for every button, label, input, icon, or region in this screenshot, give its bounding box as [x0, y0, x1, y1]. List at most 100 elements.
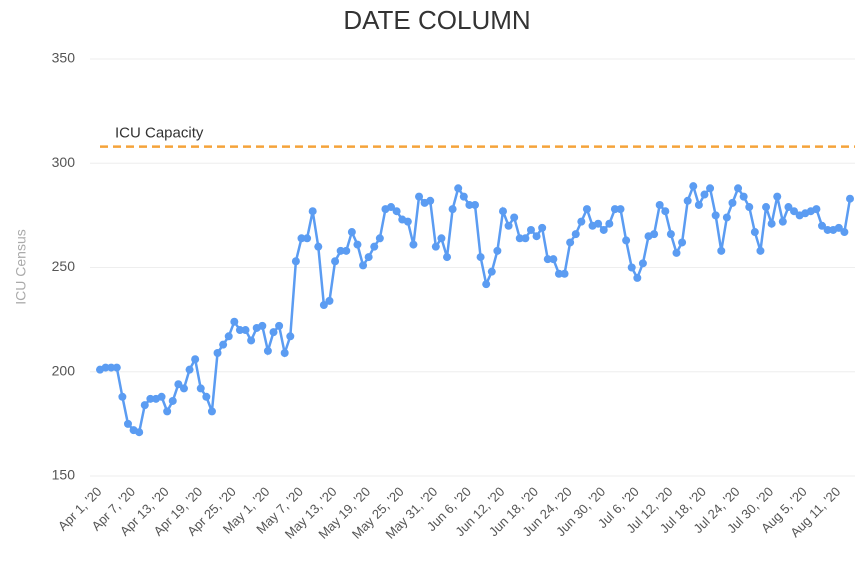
- point: [336, 246, 345, 255]
- point: [275, 321, 284, 330]
- point: [739, 192, 748, 201]
- point: [538, 223, 547, 232]
- point: [610, 205, 619, 214]
- point: [191, 355, 200, 364]
- point: [767, 219, 776, 228]
- point: [291, 257, 300, 266]
- point: [840, 228, 849, 237]
- point: [179, 384, 188, 393]
- point: [750, 228, 759, 237]
- point: [728, 198, 737, 207]
- point: [818, 221, 827, 230]
- point: [280, 348, 289, 357]
- point: [174, 380, 183, 389]
- point: [498, 207, 507, 216]
- point: [196, 384, 205, 393]
- point: [515, 234, 524, 243]
- point: [560, 269, 569, 278]
- point: [549, 255, 558, 264]
- point: [342, 246, 351, 255]
- point: [717, 246, 726, 255]
- point: [633, 273, 642, 282]
- point: [655, 200, 664, 209]
- point: [521, 234, 530, 243]
- point: [784, 203, 793, 212]
- point: [622, 236, 631, 245]
- point: [846, 194, 854, 203]
- point: [706, 184, 715, 193]
- y-tick-label: 150: [52, 467, 76, 483]
- point: [666, 230, 675, 239]
- point: [571, 230, 580, 239]
- point: [482, 280, 491, 289]
- point: [140, 401, 149, 410]
- point: [823, 225, 832, 234]
- y-tick-label: 250: [52, 258, 76, 274]
- y-axis-label: ICU Census: [13, 229, 29, 304]
- point: [297, 234, 306, 243]
- point: [135, 428, 144, 437]
- point: [235, 326, 244, 335]
- point: [678, 238, 687, 247]
- point: [812, 205, 821, 214]
- point: [722, 213, 731, 222]
- point: [403, 217, 412, 226]
- point: [510, 213, 519, 222]
- point: [146, 394, 155, 403]
- point: [387, 203, 396, 212]
- point: [554, 269, 563, 278]
- point: [230, 317, 239, 326]
- point: [314, 242, 323, 251]
- point: [476, 253, 485, 262]
- point: [364, 253, 373, 262]
- point: [773, 192, 782, 201]
- point: [258, 321, 267, 330]
- point: [638, 259, 647, 268]
- point: [415, 192, 424, 201]
- point: [359, 261, 368, 270]
- point: [504, 221, 513, 230]
- point: [694, 200, 703, 209]
- point: [443, 253, 452, 262]
- point: [107, 363, 116, 372]
- point: [599, 225, 608, 234]
- point: [392, 207, 401, 216]
- point: [241, 326, 250, 335]
- point: [219, 340, 228, 349]
- point: [577, 217, 586, 226]
- point: [471, 200, 479, 209]
- point: [683, 196, 692, 205]
- point: [532, 232, 541, 241]
- point: [168, 396, 177, 405]
- point: [627, 263, 636, 272]
- point: [123, 419, 132, 428]
- point: [700, 190, 709, 199]
- point: [448, 205, 457, 214]
- point: [762, 203, 771, 212]
- point: [163, 407, 172, 416]
- point: [101, 363, 110, 372]
- point: [431, 242, 440, 251]
- point: [269, 328, 278, 337]
- y-tick-label: 300: [52, 154, 76, 170]
- point: [303, 234, 312, 243]
- point: [834, 223, 843, 232]
- point: [247, 336, 256, 345]
- point: [286, 332, 295, 341]
- point: [493, 246, 502, 255]
- point: [375, 234, 384, 243]
- point: [426, 196, 435, 205]
- point: [353, 240, 362, 249]
- series-line: [99, 182, 852, 434]
- point: [409, 240, 418, 249]
- point: [319, 301, 328, 310]
- point: [661, 207, 670, 216]
- point: [437, 234, 446, 243]
- point: [487, 267, 496, 276]
- point: [263, 346, 272, 355]
- reference-label: ICU Capacity: [115, 125, 204, 142]
- point: [465, 200, 474, 209]
- y-tick-label: 200: [52, 362, 76, 378]
